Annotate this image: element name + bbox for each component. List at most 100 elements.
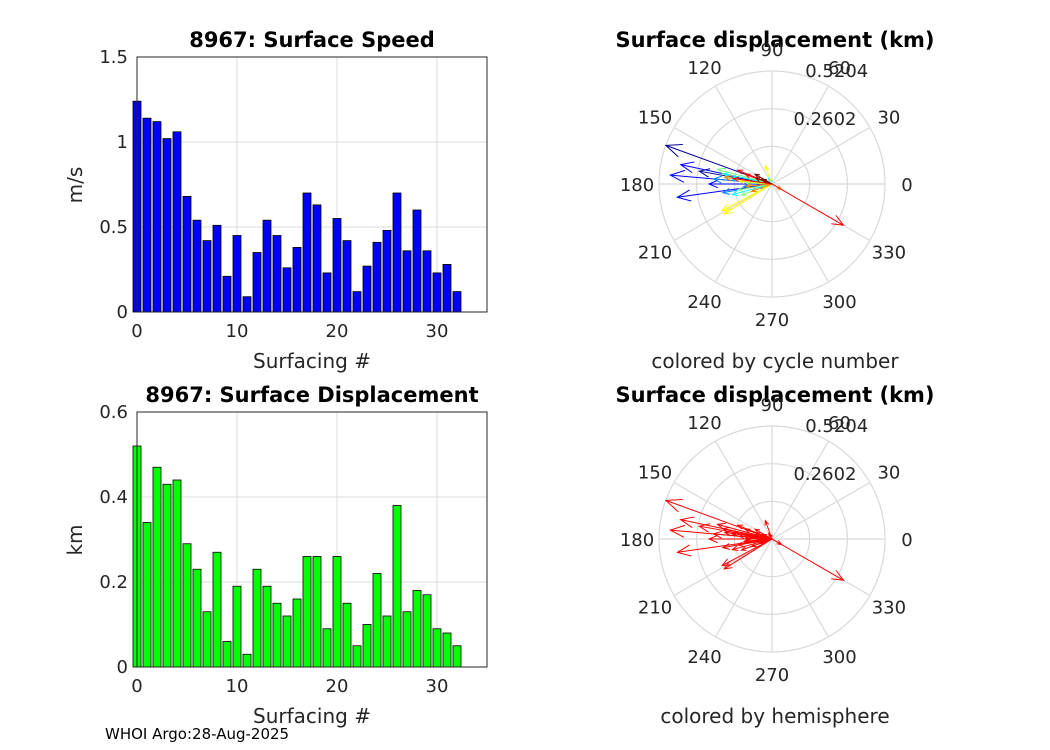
polar-hemisphere-vector	[750, 538, 773, 548]
polar-cycle-vector	[676, 183, 773, 202]
polar-cycle-vector-shaft	[771, 183, 844, 226]
speed-bar	[422, 250, 432, 313]
speed-bar	[362, 265, 372, 313]
polar-hemisphere-angle-label: 270	[755, 665, 789, 686]
polar-cycle-vector-head	[698, 168, 711, 178]
speed-ytick: 1.5	[99, 47, 128, 68]
polar-cycle-angle-label: 0	[901, 175, 912, 196]
speed-bar	[212, 224, 222, 313]
speed-bar-chart: 8967: Surface Speed 0 10 20 30 0 0.5 1 1…	[63, 28, 488, 373]
polar-hemisphere-vector-head	[831, 570, 845, 581]
displacement-xtick: 20	[326, 676, 349, 697]
polar-cycle-angle-label: 300	[822, 292, 856, 313]
polar-hemisphere-angle-label: 300	[822, 647, 856, 668]
polar-hemisphere-spoke	[771, 440, 830, 540]
polar-cycle-vector-head	[753, 173, 761, 179]
polar-hemisphere-angle-label: 150	[638, 463, 672, 484]
polar-hemisphere-vector-shaft	[721, 538, 773, 566]
speed-bar	[342, 240, 352, 313]
displacement-bar	[352, 645, 362, 668]
displacement-bar	[312, 556, 322, 668]
polar-hemisphere-vector-shaft	[677, 538, 773, 553]
speed-bar	[162, 138, 172, 313]
polar-cycle-vector-head	[732, 176, 740, 183]
polar-cycle-vectors	[664, 144, 845, 226]
polar-hemisphere-vector-head	[712, 530, 723, 539]
polar-hemisphere-vector-head	[764, 519, 770, 526]
polar-cycle-vector-head	[716, 167, 726, 175]
displacement-bar	[422, 594, 432, 668]
speed-bar	[302, 192, 312, 313]
polar-hemisphere-angle-label: 180	[620, 530, 654, 551]
polar-cycle-spoke	[771, 85, 830, 185]
polar-cycle-vector-shaft	[764, 165, 773, 185]
polar-cycle-spoke	[714, 183, 773, 283]
speed-xtick: 20	[326, 321, 349, 342]
polar-hemisphere-vector	[716, 522, 773, 540]
polar-hemisphere-vector-head	[721, 543, 731, 550]
polar-hemisphere-vector-shaft	[745, 538, 773, 542]
displacement-axes-box	[136, 411, 488, 668]
polar-hemisphere-vector-shaft	[723, 538, 773, 570]
displacement-bar	[212, 551, 222, 668]
displacement-bar	[282, 615, 292, 668]
speed-bar	[452, 291, 462, 313]
polar-cycle-vector-head	[664, 144, 683, 158]
polar-cycle-vector-head	[760, 178, 768, 184]
displacement-bar	[362, 624, 372, 668]
displacement-x-ticks: 0 10 20 30	[131, 676, 448, 697]
polar-hemisphere-angle-labels: 0 30 60 90 120 150 180 210 240 270 300 330	[620, 395, 913, 686]
polar-hemisphere-vector-head	[730, 545, 739, 552]
polar-hemisphere-chart: Surface displacement (km) 0 30 60 90 120 150 1…	[615, 383, 934, 728]
polar-cycle-angle-label: 240	[687, 292, 721, 313]
speed-axes-box	[136, 56, 488, 313]
polar-cycle-vector-head	[740, 191, 747, 196]
displacement-bar	[272, 602, 282, 668]
polar-cycle-caption: colored by cycle number	[651, 349, 899, 373]
polar-cycle-rtick-inner: 0.2602	[793, 109, 856, 130]
polar-cycle-vector	[721, 183, 773, 212]
polar-cycle-vector-head	[730, 190, 739, 197]
polar-cycle-angle-label: 30	[877, 108, 900, 129]
displacement-bar	[392, 505, 402, 668]
polar-cycle-angle-label: 330	[872, 243, 906, 264]
polar-hemisphere-vector-head	[698, 523, 711, 533]
polar-cycle-spoke	[771, 183, 830, 283]
polar-hemisphere-vector-head	[707, 534, 718, 544]
speed-xtick: 30	[426, 321, 449, 342]
polar-cycle-vector	[764, 164, 773, 185]
polar-cycle-angle-label: 150	[638, 108, 672, 129]
polar-hemisphere-rtick-inner: 0.2602	[793, 464, 856, 485]
polar-hemisphere-vector-head	[768, 532, 774, 539]
polar-hemisphere-vector-shaft	[771, 538, 844, 581]
polar-cycle-vector-head	[742, 183, 749, 189]
polar-cycle-vector	[723, 183, 773, 215]
polar-hemisphere-vector-head	[736, 541, 743, 547]
polar-hemisphere-angle-label: 30	[877, 463, 900, 484]
polar-cycle-vector-shaft	[745, 183, 773, 187]
displacement-bar	[262, 585, 272, 668]
speed-bar	[372, 241, 382, 313]
polar-hemisphere-vector	[721, 538, 773, 567]
polar-hemisphere-vector	[760, 533, 773, 540]
polar-hemisphere-angle-label: 0	[901, 530, 912, 551]
polar-cycle-title: Surface displacement (km)	[615, 28, 934, 52]
polar-cycle-angle-label: 210	[638, 243, 672, 264]
speed-bar	[392, 192, 402, 313]
polar-cycle-vector-shaft	[717, 168, 773, 185]
polar-hemisphere-angle-label: 120	[687, 413, 721, 434]
polar-cycle-vector-head	[679, 161, 695, 174]
speed-bar	[192, 219, 202, 313]
speed-bar	[442, 263, 452, 313]
speed-bar	[222, 275, 232, 313]
polar-cycle-vector-head	[676, 189, 692, 202]
speed-x-ticks: 0 10 20 30	[131, 321, 448, 342]
polar-cycle-angle-label: 90	[761, 40, 784, 61]
polar-hemisphere-angle-label: 210	[638, 598, 672, 619]
polar-hemisphere-vector-head	[744, 538, 751, 544]
polar-hemisphere-vector-head	[750, 542, 757, 548]
speed-chart-title: 8967: Surface Speed	[189, 28, 435, 52]
speed-bar	[432, 272, 442, 313]
displacement-ytick: 0.4	[99, 487, 128, 508]
